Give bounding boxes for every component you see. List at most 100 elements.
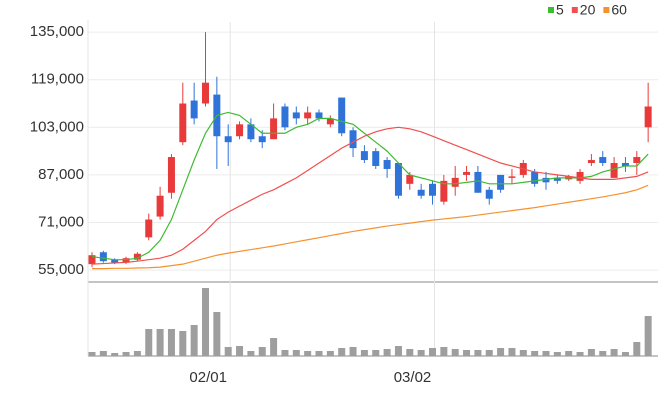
- volume-bar: [429, 348, 436, 356]
- volume-bar: [133, 351, 141, 356]
- volume-bar: [508, 348, 516, 356]
- volume-bar: [519, 350, 527, 356]
- candle-body: [111, 259, 119, 263]
- volume-bar: [292, 350, 300, 356]
- volume-bar: [281, 350, 289, 356]
- candle-body: [474, 171, 482, 193]
- candle-body: [156, 195, 164, 217]
- candle-body: [372, 151, 380, 166]
- volume-bar: [99, 351, 107, 356]
- legend-label: 60: [611, 2, 627, 18]
- candle-body: [451, 177, 459, 187]
- volume-bar: [440, 347, 448, 356]
- candle-body: [258, 136, 266, 143]
- volume-bar: [463, 350, 471, 356]
- candle-body: [406, 174, 414, 184]
- volume-bar: [304, 351, 312, 356]
- candle-body: [145, 219, 153, 238]
- candle-body: [587, 160, 595, 164]
- candle-body: [508, 176, 516, 178]
- candle-body: [553, 177, 561, 181]
- ma-line: [91, 111, 649, 261]
- volume-bar: [485, 350, 493, 356]
- volume-bar: [315, 351, 323, 356]
- candle-body: [417, 189, 425, 196]
- volume-bar: [349, 347, 357, 356]
- candle-body: [281, 106, 289, 128]
- volume-bar: [213, 312, 221, 356]
- volume-bar: [122, 352, 130, 356]
- volume-bar: [258, 347, 266, 356]
- candle-body: [304, 112, 312, 119]
- y-tick-label: 135,000: [30, 23, 84, 40]
- volume-bar: [497, 348, 505, 356]
- candle-body: [236, 124, 244, 137]
- legend-label: 5: [556, 2, 564, 18]
- volume-bar: [542, 351, 550, 356]
- candle-body: [644, 106, 652, 128]
- x-tick-label: 03/02: [394, 369, 432, 386]
- candle-body: [497, 174, 505, 190]
- ma-line: [92, 184, 649, 270]
- candle-body: [440, 180, 448, 202]
- volume-bar: [190, 325, 198, 356]
- volume-bar: [236, 346, 244, 356]
- volume-bar: [633, 342, 641, 356]
- candle-body: [315, 112, 323, 119]
- candle-body: [133, 253, 141, 260]
- candle-body: [394, 163, 402, 196]
- candle-body: [463, 171, 471, 175]
- volume-bar: [610, 349, 618, 356]
- volume-bar: [599, 351, 607, 356]
- candle-body: [531, 171, 539, 184]
- volume-bar: [383, 349, 391, 356]
- volume-bar: [451, 349, 459, 356]
- candle-body: [224, 136, 232, 143]
- candle-body: [485, 189, 493, 199]
- candle-body: [338, 97, 346, 134]
- candle-body: [599, 157, 607, 164]
- legend-label: 20: [580, 2, 596, 18]
- candle-body: [247, 124, 255, 140]
- candle-body: [542, 177, 550, 183]
- volume-bar: [156, 329, 164, 356]
- volume-bar: [338, 348, 346, 356]
- candle-body: [349, 130, 357, 149]
- y-tick-label: 103,000: [30, 118, 84, 135]
- volume-bar: [576, 352, 584, 356]
- candle-body: [576, 171, 584, 181]
- y-tick-label: 119,000: [31, 71, 84, 88]
- ma-line: [91, 126, 649, 265]
- candle-body: [179, 103, 187, 143]
- y-tick-label: 71,000: [38, 213, 84, 230]
- volume-bar: [167, 329, 175, 356]
- candle-body: [190, 100, 198, 119]
- volume-bar: [394, 346, 402, 356]
- volume-bar: [372, 350, 380, 356]
- volume-bar: [417, 350, 425, 356]
- volume-bar: [247, 351, 255, 356]
- volume-bar: [145, 329, 153, 356]
- candle-body: [99, 252, 107, 262]
- volume-bar: [326, 351, 334, 356]
- candle-body: [610, 163, 618, 178]
- candle-body: [633, 157, 641, 164]
- y-tick-label: 87,000: [38, 166, 84, 183]
- volume-bar: [360, 350, 368, 356]
- candle-body: [360, 151, 368, 161]
- volume-bar: [531, 351, 539, 356]
- volume-bar: [179, 331, 187, 356]
- volume-bar: [587, 349, 595, 356]
- legend-swatch: [571, 7, 578, 13]
- candle-body: [292, 112, 300, 119]
- y-tick-label: 55,000: [38, 261, 84, 278]
- volume-bar: [111, 353, 119, 356]
- volume-bar: [565, 351, 573, 356]
- legend-swatch: [603, 7, 610, 13]
- legend-swatch: [548, 7, 554, 13]
- volume-bar: [474, 350, 482, 356]
- volume-bar: [270, 338, 278, 356]
- volume-bar: [553, 352, 561, 356]
